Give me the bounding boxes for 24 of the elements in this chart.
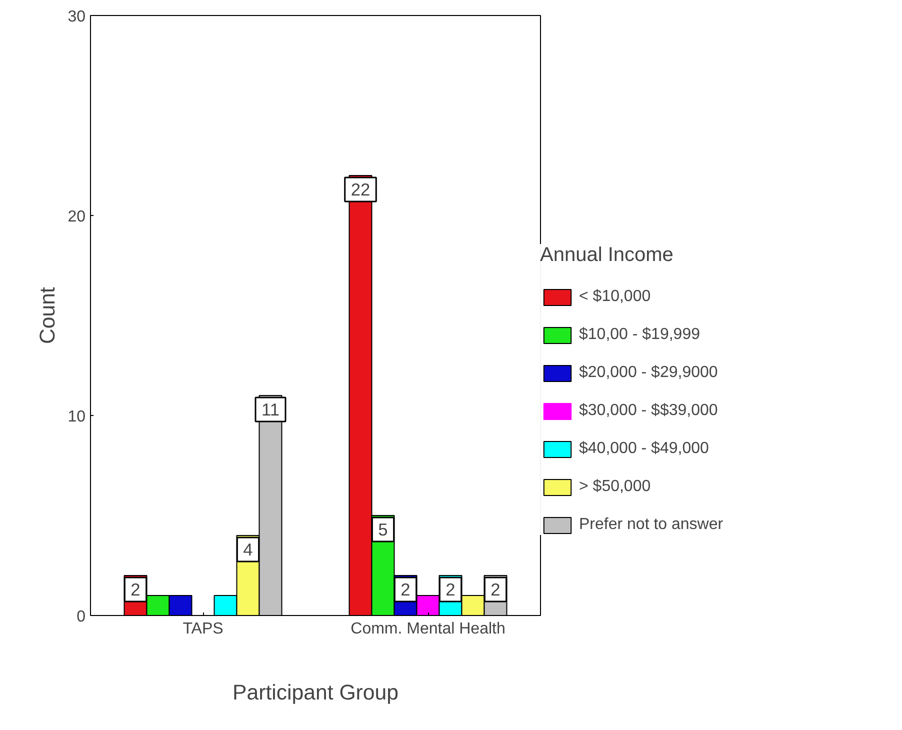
legend-label: $30,000 - $$39,000	[579, 402, 718, 420]
legend-label: $20,000 - $29,9000	[579, 364, 718, 382]
data-label: 11	[262, 400, 280, 420]
data-label: 2	[446, 580, 456, 600]
x-tick-label: Comm. Mental Health	[350, 620, 506, 638]
x-tick-label: TAPS	[182, 620, 224, 638]
data-label: 2	[400, 580, 410, 600]
data-label: 5	[378, 520, 388, 540]
y-axis-title: Count	[36, 286, 60, 344]
data-label: 2	[130, 580, 140, 600]
data-label: 4	[243, 540, 254, 560]
y-tick-label: 10	[68, 408, 86, 426]
legend-label: $40,000 - $49,000	[579, 440, 709, 458]
y-tick-label: 0	[76, 608, 86, 626]
legend-label: $10,00 - $19,999	[579, 326, 700, 344]
data-label: 22	[350, 180, 370, 200]
legend-label: < $10,000	[579, 288, 651, 306]
x-axis-title: Participant Group	[232, 680, 398, 704]
legend-title: Annual Income	[540, 244, 674, 267]
y-tick-label: 30	[68, 8, 86, 26]
data-label: 2	[490, 580, 500, 600]
legend-label: > $50,000	[579, 478, 651, 496]
y-tick-label: 20	[68, 208, 86, 226]
legend-label: Prefer not to answer	[579, 516, 724, 534]
